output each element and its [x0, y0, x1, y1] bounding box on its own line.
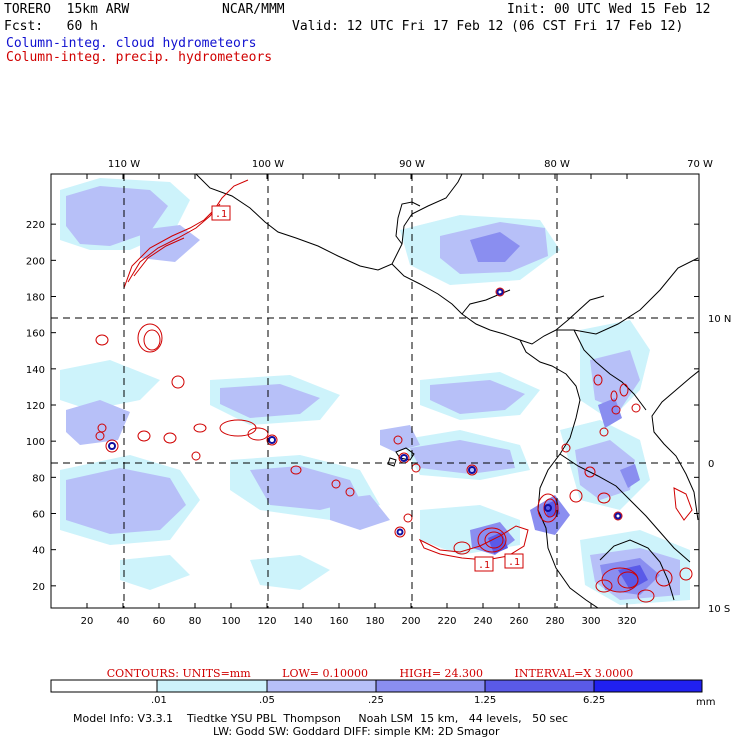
scale-label: 1.25	[474, 695, 497, 706]
contour-interval: INTERVAL=X 3.0000	[514, 667, 634, 680]
precip-contours	[95, 179, 693, 603]
color-bar	[50, 679, 703, 693]
y-tick-label: 140	[26, 365, 45, 376]
x-tick-label: 100	[221, 616, 240, 627]
contour-label: .1	[215, 209, 227, 220]
graticule	[51, 174, 699, 608]
physics-info: LW: Godd SW: Goddard DIFF: simple KM: 2D…	[213, 725, 500, 738]
contour-box	[504, 553, 524, 569]
x-tick-label: 140	[293, 616, 312, 627]
color-bin-1	[51, 680, 157, 692]
contour-units: CONTOURS: UNITS=mm	[106, 667, 251, 680]
lat-label: 10 S	[708, 604, 730, 615]
x-tick-label: 20	[81, 616, 94, 627]
lon-label: 90 W	[399, 159, 425, 170]
lat-label: 0	[708, 459, 714, 470]
y-tick-label: 40	[32, 546, 45, 557]
scale-label: .01	[151, 695, 167, 706]
valid-time: Valid: 12 UTC Fri 17 Feb 12 (06 CST Fri …	[292, 19, 684, 34]
x-tick-label: 180	[365, 616, 384, 627]
scale-units: mm	[696, 697, 716, 708]
field-precip-label: Column-integ. precip. hydrometeors	[6, 50, 273, 65]
y-tick-label: 200	[26, 256, 45, 267]
color-bin-3	[267, 680, 376, 692]
contour-label: .1	[478, 560, 490, 571]
contour-low: LOW= 0.10000	[282, 667, 368, 680]
model-title: TORERO 15km ARW	[4, 2, 130, 17]
y-tick-label: 60	[32, 510, 45, 521]
contour-legend: CONTOURS: UNITS=mm LOW= 0.10000 HIGH= 24…	[0, 667, 740, 680]
x-tick-label: 80	[189, 616, 202, 627]
x-tick-label: 280	[545, 616, 564, 627]
x-tick-label: 240	[473, 616, 492, 627]
color-bin-4	[376, 680, 485, 692]
precip-cores	[108, 288, 622, 536]
lon-label: 80 W	[544, 159, 570, 170]
color-bin-2	[157, 680, 267, 692]
y-tick-label: 100	[26, 437, 45, 448]
scale-label: .05	[259, 695, 275, 706]
x-tick-label: 300	[581, 616, 600, 627]
color-bin-6	[594, 680, 702, 692]
y-tick-label: 160	[26, 329, 45, 340]
x-tick-label: 260	[509, 616, 528, 627]
scale-label: .25	[368, 695, 384, 706]
forecast-hour: Fcst: 60 h	[4, 19, 98, 34]
y-tick-label: 20	[32, 582, 45, 593]
latitude-labels: 10 N 0 10 S	[708, 314, 731, 615]
cloud-shading	[60, 178, 690, 605]
org-label: NCAR/MMM	[222, 2, 285, 17]
contour-high: HIGH= 24.300	[399, 667, 484, 680]
y-tick-label: 80	[32, 473, 45, 484]
longitude-labels: 110 W 100 W 90 W 80 W 70 W	[108, 159, 713, 170]
x-tick-label: 160	[329, 616, 348, 627]
x-tick-label: 40	[117, 616, 130, 627]
contour-label-boxes: .1 .1 .1	[211, 205, 524, 572]
lon-label: 100 W	[252, 159, 284, 170]
lon-label: 70 W	[687, 159, 713, 170]
lat-label: 10 N	[708, 314, 731, 325]
y-tick-label: 220	[26, 220, 45, 231]
y-tick-label: 120	[26, 401, 45, 412]
contour-label: .1	[508, 557, 520, 568]
lon-label: 110 W	[108, 159, 140, 170]
x-tick-label: 120	[257, 616, 276, 627]
x-tick-label: 320	[617, 616, 636, 627]
y-tick-label: 180	[26, 293, 45, 304]
field-cloud-label: Column-integ. cloud hydrometeors	[6, 36, 257, 51]
contour-box	[474, 556, 494, 572]
model-info: Model Info: V3.3.1 Tiedtke YSU PBL Thomp…	[73, 712, 569, 725]
x-tick-label: 60	[153, 616, 166, 627]
x-tick-label: 200	[401, 616, 420, 627]
x-tick-label: 220	[437, 616, 456, 627]
scale-label: 6.25	[583, 695, 606, 706]
init-time: Init: 00 UTC Wed 15 Feb 12	[507, 2, 711, 17]
color-bin-5	[485, 680, 594, 692]
axis-ticks: 20 40 60 80 100 120 140 160 180 200 220 240 260 280 30…	[26, 174, 699, 627]
contour-box	[211, 205, 231, 221]
